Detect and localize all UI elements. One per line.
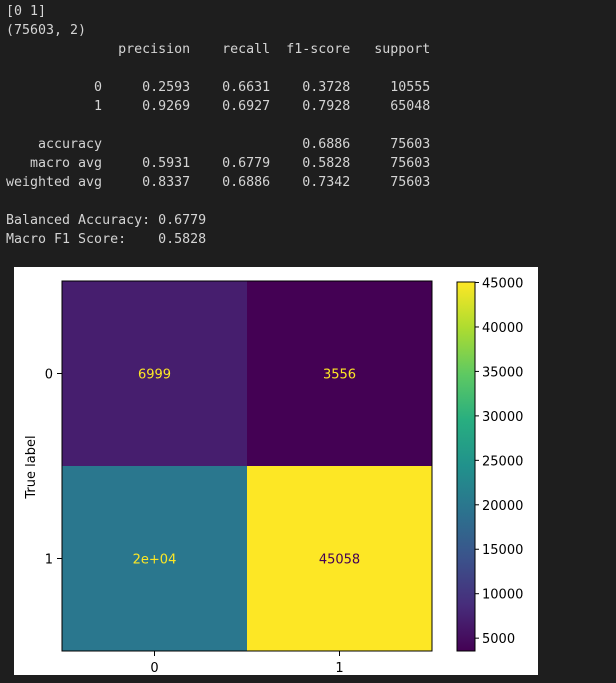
matrix-cell-value: 2e+04 bbox=[133, 553, 177, 568]
colorbar-tick-label: 30000 bbox=[482, 410, 523, 425]
bottom-strip bbox=[0, 675, 616, 683]
matrix-cell bbox=[62, 281, 247, 466]
colorbar-tick-label: 10000 bbox=[482, 588, 523, 603]
colorbar-tick-label: 40000 bbox=[482, 321, 523, 336]
console-line: [0 1] bbox=[6, 4, 47, 19]
console-line: 0 0.2593 0.6631 0.3728 10555 bbox=[6, 80, 431, 95]
console-line bbox=[6, 192, 430, 211]
confusion-matrix-figure: 6999 3556 2e+04 45058 0 1 0 1 True label 5000 1… bbox=[14, 267, 538, 675]
console-line: accuracy 0.6886 75603 bbox=[6, 137, 431, 152]
colorbar-ticks: 5000 10000 15000 20000 25000 30000 35000 40000 4… bbox=[475, 277, 523, 647]
matrix-cell bbox=[62, 466, 247, 651]
console-line: Balanced Accuracy: 0.6779 bbox=[6, 213, 207, 228]
console-output: [0 1] (75603, 2) precision recall f1-scor… bbox=[6, 2, 430, 249]
colorbar-tick-label: 35000 bbox=[482, 365, 523, 380]
console-line: (75603, 2) bbox=[6, 23, 87, 38]
matrix-cells: 6999 3556 2e+04 45058 bbox=[62, 281, 432, 651]
confusion-matrix-plot: 6999 3556 2e+04 45058 0 1 0 1 True label 5000 1… bbox=[24, 277, 523, 676]
console-line: macro avg 0.5931 0.6779 0.5828 75603 bbox=[6, 156, 431, 171]
console-line: Macro F1 Score: 0.5828 bbox=[6, 232, 207, 247]
colorbar-tick-label: 15000 bbox=[482, 543, 523, 558]
colorbar-tick-label: 20000 bbox=[482, 499, 523, 514]
y-tick-label: 0 bbox=[45, 368, 53, 383]
matrix-cell-value: 6999 bbox=[138, 368, 171, 383]
console-line bbox=[6, 59, 430, 78]
x-tick-label: 0 bbox=[150, 661, 158, 675]
colorbar-tick-label: 45000 bbox=[482, 277, 523, 292]
matrix-cell-value: 3556 bbox=[323, 368, 356, 383]
matrix-cell bbox=[247, 466, 432, 651]
matrix-cell bbox=[247, 281, 432, 466]
x-tick-label: 1 bbox=[335, 661, 343, 675]
plot-frame bbox=[61, 280, 433, 652]
console-line bbox=[6, 116, 430, 135]
console-line: 1 0.9269 0.6927 0.7928 65048 bbox=[6, 99, 431, 114]
console-line: precision recall f1-score support bbox=[6, 42, 431, 57]
console-line: weighted avg 0.8337 0.6886 0.7342 75603 bbox=[6, 175, 431, 190]
colorbar bbox=[456, 281, 476, 652]
matrix-cell-value: 45058 bbox=[319, 553, 360, 568]
colorbar-tick-label: 5000 bbox=[482, 632, 515, 647]
matrix-axes: 0 1 0 1 bbox=[45, 368, 344, 676]
y-tick-label: 1 bbox=[45, 553, 53, 568]
colorbar-tick-label: 25000 bbox=[482, 454, 523, 469]
y-axis-label: True label bbox=[24, 435, 39, 499]
